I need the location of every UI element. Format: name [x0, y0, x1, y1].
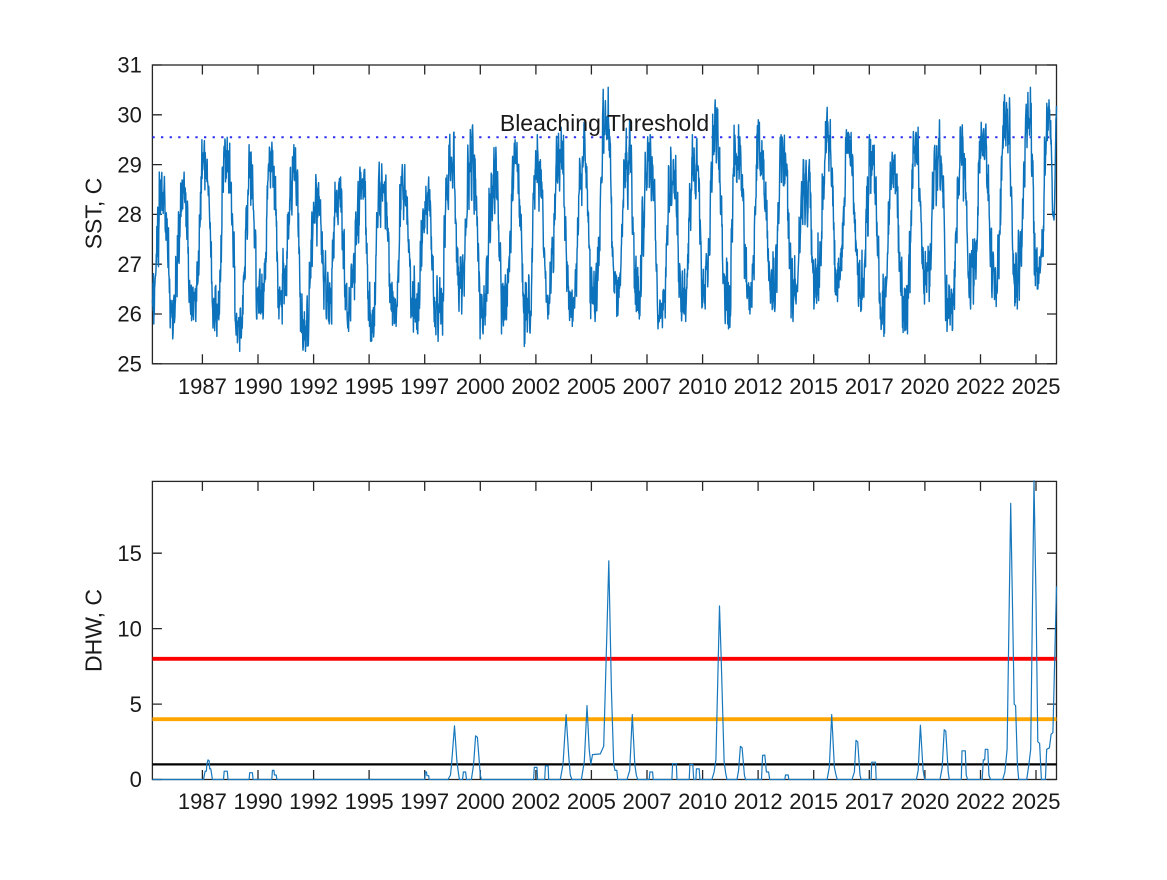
svg-text:2022: 2022 [956, 789, 1005, 814]
svg-text:DHW, C: DHW, C [81, 589, 107, 672]
svg-text:2002: 2002 [511, 789, 560, 814]
svg-text:2002: 2002 [511, 374, 560, 399]
svg-text:30: 30 [117, 103, 141, 128]
svg-text:2025: 2025 [1012, 789, 1061, 814]
svg-text:2020: 2020 [900, 789, 949, 814]
svg-text:31: 31 [117, 53, 141, 78]
svg-text:15: 15 [117, 541, 141, 566]
svg-text:SST, C: SST, C [81, 178, 107, 250]
svg-text:2000: 2000 [456, 374, 505, 399]
svg-text:2017: 2017 [845, 374, 894, 399]
svg-text:1990: 1990 [234, 374, 283, 399]
svg-text:2022: 2022 [956, 374, 1005, 399]
svg-text:2000: 2000 [456, 789, 505, 814]
svg-text:27: 27 [117, 252, 141, 277]
svg-text:2007: 2007 [623, 789, 672, 814]
svg-text:2007: 2007 [623, 374, 672, 399]
svg-text:25: 25 [117, 352, 141, 377]
svg-text:1995: 1995 [345, 374, 394, 399]
svg-text:2020: 2020 [900, 374, 949, 399]
svg-text:26: 26 [117, 302, 141, 327]
svg-text:1987: 1987 [178, 789, 227, 814]
svg-text:1997: 1997 [400, 789, 449, 814]
svg-text:2005: 2005 [567, 789, 616, 814]
svg-text:2017: 2017 [845, 789, 894, 814]
svg-text:0: 0 [130, 767, 142, 792]
svg-text:Bleaching Threshold: Bleaching Threshold [500, 110, 709, 136]
svg-text:1987: 1987 [178, 374, 227, 399]
svg-text:2010: 2010 [678, 789, 727, 814]
svg-text:2015: 2015 [789, 789, 838, 814]
svg-text:2005: 2005 [567, 374, 616, 399]
svg-text:29: 29 [117, 152, 141, 177]
svg-text:1992: 1992 [289, 789, 338, 814]
svg-text:2012: 2012 [734, 789, 783, 814]
svg-text:10: 10 [117, 616, 141, 641]
svg-text:5: 5 [130, 692, 142, 717]
svg-text:28: 28 [117, 202, 141, 227]
svg-text:2025: 2025 [1012, 374, 1061, 399]
svg-text:1997: 1997 [400, 374, 449, 399]
svg-text:1992: 1992 [289, 374, 338, 399]
svg-text:1995: 1995 [345, 789, 394, 814]
svg-text:1990: 1990 [234, 789, 283, 814]
svg-text:2012: 2012 [734, 374, 783, 399]
svg-text:2015: 2015 [789, 374, 838, 399]
svg-text:2010: 2010 [678, 374, 727, 399]
